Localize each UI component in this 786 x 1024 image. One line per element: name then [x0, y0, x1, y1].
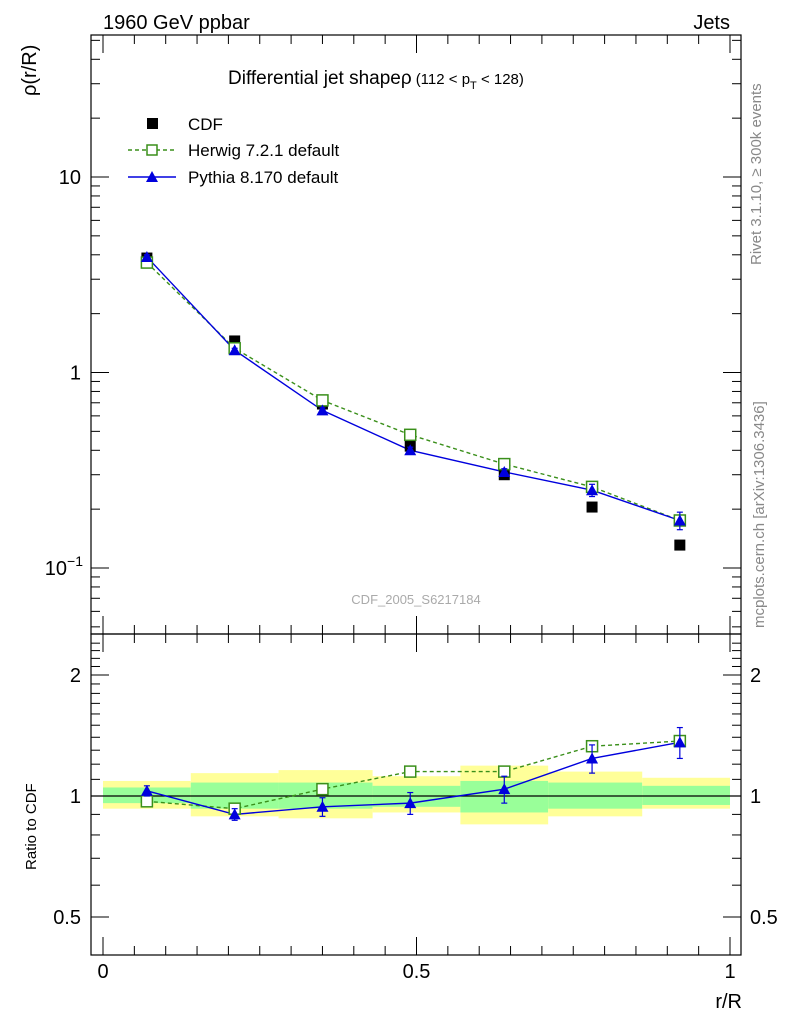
header-right: Jets — [693, 12, 730, 34]
legend-entry-cdf: CDF — [147, 115, 223, 134]
ratio-xlabel: r/R — [715, 991, 742, 1013]
pythia-point — [404, 444, 417, 456]
pythia-point — [673, 514, 686, 526]
legend-cdf-label: CDF — [188, 115, 223, 134]
ratio-xtick-label: 0.5 — [403, 961, 431, 983]
axis-ticks: 10 1 10−1 0.5 0.5 1 1 2 2 0 0.5 1 — [45, 35, 778, 983]
ratio-herwig-point — [498, 765, 511, 778]
main-ytick-label: 10−1 — [45, 553, 83, 580]
ratio-herwig-point — [316, 782, 329, 796]
mcplots-label: mcplots.cern.ch [arXiv:1306.3436] — [751, 401, 768, 628]
pythia-point — [140, 250, 153, 262]
legend-herwig-label: Herwig 7.2.1 default — [188, 141, 339, 160]
ratio-ytick-label-left: 2 — [70, 665, 81, 687]
ratio-pythia-point — [140, 784, 153, 796]
header-left: 1960 GeV ppbar — [103, 12, 250, 34]
ratio-pythia-point — [498, 783, 511, 795]
main-ytick-label: 1 — [70, 363, 81, 385]
legend: CDF Herwig 7.2.1 default Pythia 8.170 de… — [128, 115, 339, 187]
ratio-herwig-point — [140, 795, 154, 808]
cdf-point — [586, 501, 598, 513]
herwig-line — [146, 262, 681, 522]
ratio-ylabel: Ratio to CDF — [23, 783, 40, 870]
ratio-ytick-label-right: 0.5 — [750, 907, 778, 929]
ratio-ytick-label-right: 1 — [750, 786, 761, 808]
plot-title-main: Differential jet shapeρ — [228, 68, 412, 89]
pythia-point — [316, 404, 329, 416]
legend-pythia-marker — [146, 171, 158, 182]
ratio-pythia-point — [673, 736, 686, 748]
analysis-watermark: CDF_2005_S6217184 — [351, 592, 480, 607]
ratio-plot-area — [91, 726, 741, 821]
cdf-point — [674, 539, 686, 551]
pythia-point — [498, 465, 511, 477]
ratio-pythia-point — [404, 797, 417, 809]
cdf-point — [229, 335, 241, 347]
ratio-ytick-label-left: 1 — [70, 786, 81, 808]
ratio-ytick-label-left: 0.5 — [53, 907, 81, 929]
herwig-point — [316, 394, 329, 407]
ratio-band-inner — [642, 785, 730, 805]
plot-title: Differential jet shapeρ (112 < pT < 128) — [228, 68, 524, 92]
plot-title-sub: T — [470, 80, 477, 92]
main-ytick-label: 10 — [59, 167, 81, 189]
ratio-pythia-point — [228, 808, 241, 820]
ratio-xtick-label: 1 — [724, 961, 735, 983]
legend-entry-herwig: Herwig 7.2.1 default — [128, 141, 339, 160]
plot-title-cut-end: < 128) — [477, 71, 524, 88]
legend-entry-pythia: Pythia 8.170 default — [128, 168, 339, 187]
pythia-line — [146, 256, 681, 522]
ratio-ytick-label-right: 2 — [750, 665, 761, 687]
legend-herwig-marker — [146, 144, 158, 156]
plot-title-cut: (112 < p — [416, 71, 470, 88]
main-series — [140, 250, 687, 551]
ratio-pythia-point — [316, 800, 329, 812]
ratio-bands — [103, 765, 730, 825]
ratio-herwig-point — [403, 765, 417, 778]
herwig-point — [403, 428, 417, 442]
rivet-label: Rivet 3.1.10, ≥ 300k events — [748, 83, 765, 265]
pythia-point — [228, 344, 241, 356]
main-ytick-exponent: −1 — [67, 553, 83, 569]
main-ylabel: ρ(r/R) — [19, 45, 41, 96]
legend-pythia-label: Pythia 8.170 default — [188, 168, 339, 187]
legend-cdf-marker — [147, 118, 158, 129]
ratio-xtick-label: 0 — [97, 961, 108, 983]
pythia-point — [586, 484, 599, 496]
ratio-pythia-point — [586, 752, 599, 764]
